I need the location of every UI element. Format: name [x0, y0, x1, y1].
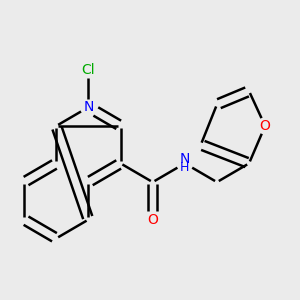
Text: O: O [147, 213, 158, 226]
Text: H: H [180, 161, 190, 174]
Text: Cl: Cl [82, 63, 95, 77]
Text: N: N [83, 100, 94, 114]
Text: N: N [180, 152, 190, 167]
Text: O: O [260, 119, 271, 133]
